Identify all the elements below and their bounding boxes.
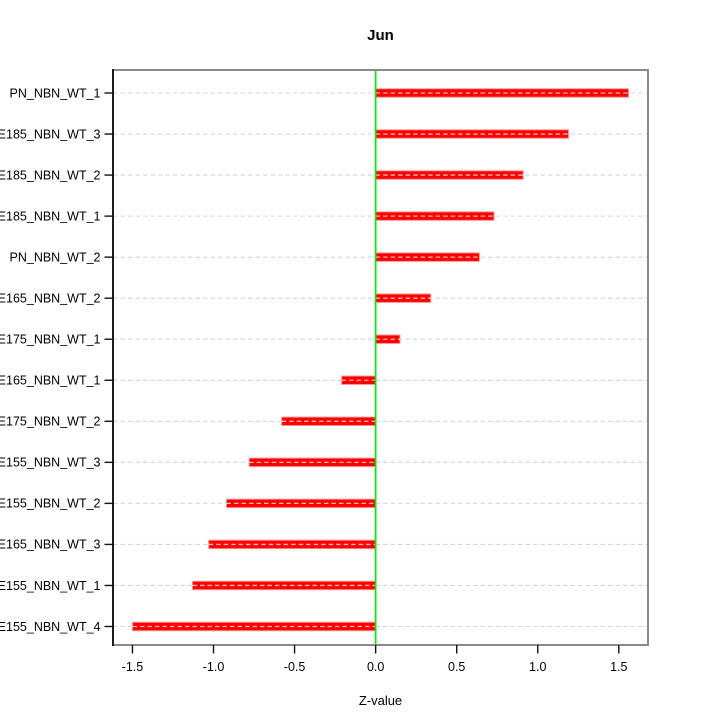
x-tick-label: -1.5 [122, 660, 144, 674]
y-tick-label: E155_NBN_WT_4 [0, 620, 101, 634]
y-tick-label: E165_NBN_WT_1 [0, 374, 101, 388]
x-tick-label: 0.5 [448, 660, 465, 674]
x-tick-label: -0.5 [284, 660, 306, 674]
x-tick-label: 1.5 [610, 660, 627, 674]
bar [375, 170, 524, 180]
x-tick-label: -1.0 [203, 660, 225, 674]
bar [225, 498, 377, 509]
y-tick-label: E175_NBN_WT_2 [0, 415, 101, 429]
x-axis-label: Z-value [358, 693, 403, 708]
y-tick-label: E175_NBN_WT_1 [0, 333, 101, 347]
y-tick-label: E165_NBN_WT_2 [0, 291, 101, 305]
x-tick-label: 0.0 [367, 660, 384, 674]
y-tick-label: PN_NBN_WT_2 [10, 250, 101, 264]
y-tick-label: E155_NBN_WT_3 [0, 456, 101, 470]
y-tick-label: E155_NBN_WT_1 [0, 579, 101, 593]
chart-title: Jun [367, 27, 394, 44]
y-tick-label: E185_NBN_WT_1 [0, 209, 101, 223]
y-tick-label: E155_NBN_WT_2 [0, 497, 101, 511]
y-tick-label: E185_NBN_WT_3 [0, 127, 101, 141]
x-tick-label: 1.0 [529, 660, 546, 674]
plot-border [112, 69, 649, 646]
y-tick-label: PN_NBN_WT_1 [10, 86, 101, 100]
y-tick-label: E165_NBN_WT_3 [0, 538, 101, 552]
bar [375, 129, 570, 139]
y-tick-label: E185_NBN_WT_2 [0, 168, 101, 182]
